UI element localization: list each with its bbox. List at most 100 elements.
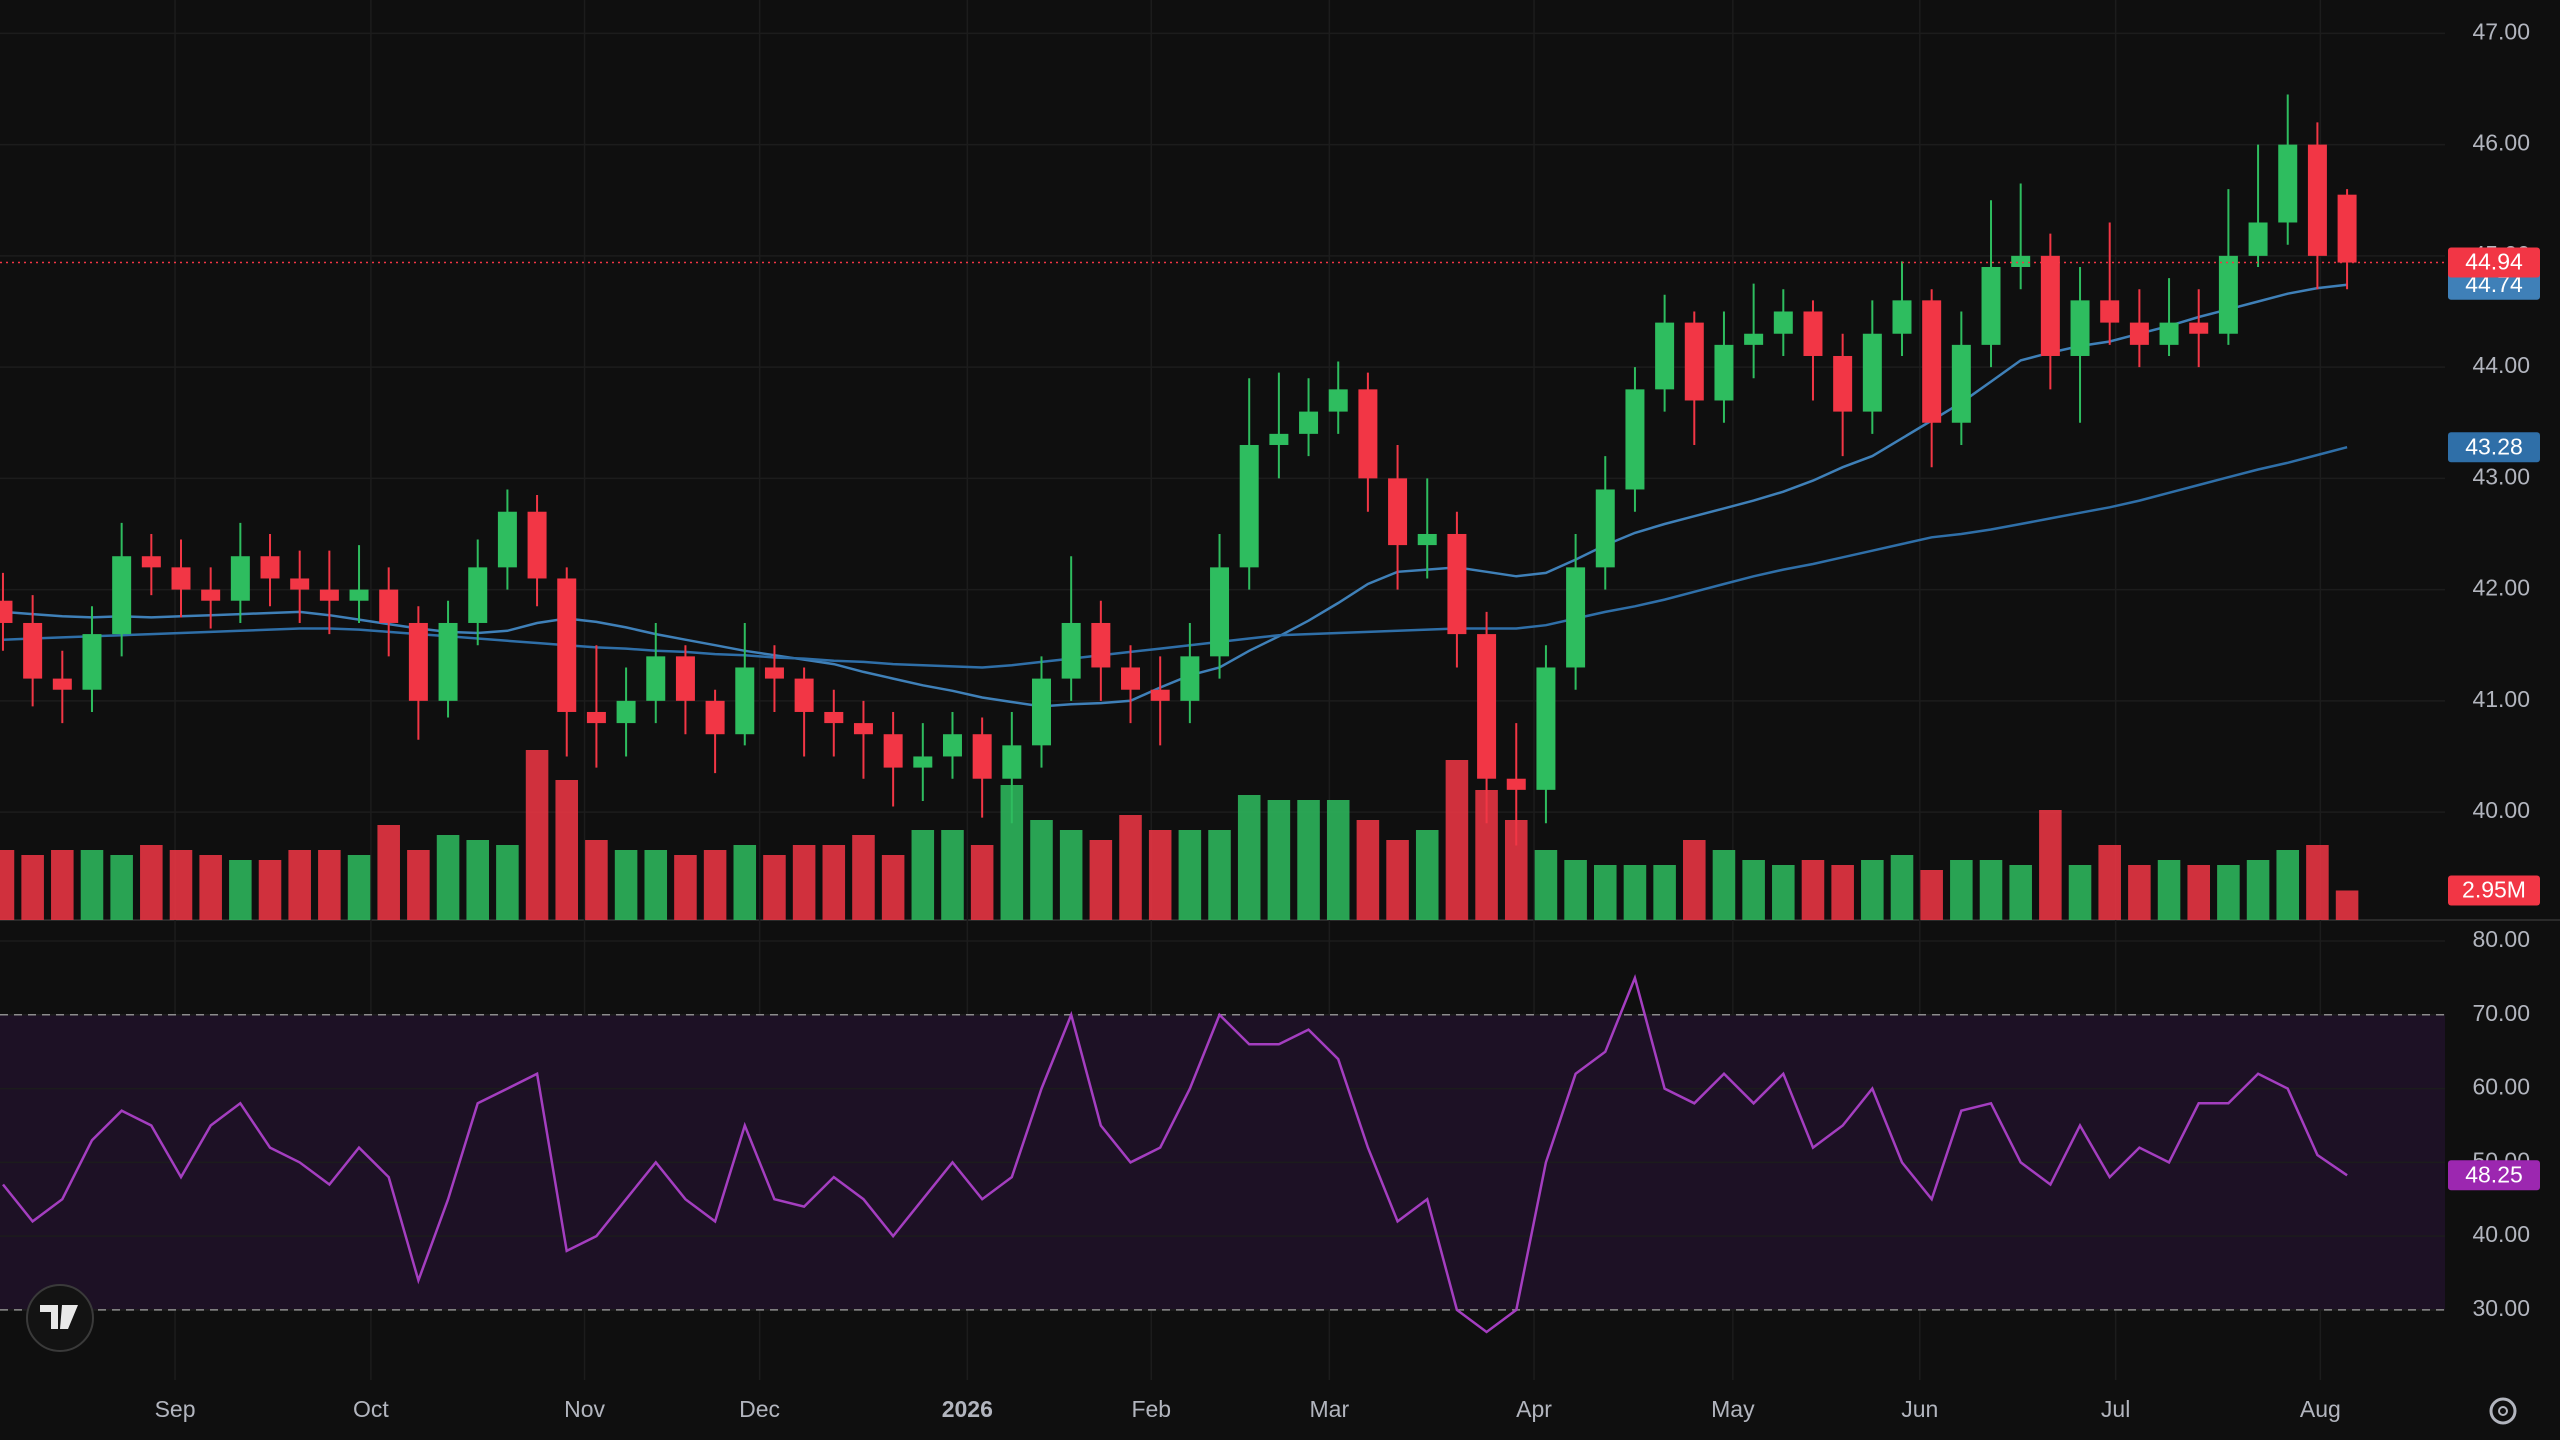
volume-bar [703, 850, 727, 920]
volume-bar [1237, 795, 1261, 920]
candle-body [82, 634, 102, 690]
volume-bar [2306, 845, 2329, 920]
candle-body [824, 711, 844, 724]
volume-bar [1920, 870, 1943, 920]
candle-body [52, 678, 72, 690]
x-tick-label: Apr [1516, 1396, 1552, 1422]
volume-bar [1772, 865, 1795, 920]
candle-body [2129, 322, 2149, 345]
candle-body [2159, 322, 2179, 345]
candle-body [1833, 355, 1853, 412]
volume-bar [229, 860, 252, 920]
volume-bar [1000, 785, 1024, 920]
y-tick-label: 46.00 [2472, 130, 2530, 156]
volume-bar [1386, 840, 1409, 920]
volume-bar [1890, 855, 1914, 920]
candle-body [1595, 489, 1615, 568]
y-tick-label: 40.00 [2472, 1221, 2530, 1247]
candle-body [1447, 533, 1467, 635]
volume-bar [407, 850, 430, 920]
y-tick-label: 47.00 [2472, 18, 2530, 44]
volume-bar [2187, 865, 2210, 920]
last-price-tag-bg [2448, 247, 2540, 278]
y-tick-label: 30.00 [2472, 1295, 2530, 1321]
candle-body [1981, 266, 2001, 345]
candle-body [171, 567, 191, 590]
volume-bar [1712, 850, 1736, 920]
volume-bar [1208, 830, 1231, 920]
last-price-tag: 44.94 [2465, 249, 2523, 275]
candle-body [1744, 333, 1764, 345]
settings-icon[interactable] [2489, 1397, 2517, 1425]
volume-bar [2157, 860, 2181, 920]
candle-body [290, 578, 310, 590]
ma-value-tag: 43.28 [2465, 433, 2523, 459]
volume-bar [1059, 830, 1083, 920]
candle-body [1803, 311, 1823, 356]
volume-bar [614, 850, 638, 920]
volume-bar [644, 850, 668, 920]
volume-bar [2009, 865, 2032, 920]
candle-body [2248, 222, 2268, 256]
candle-body [2307, 144, 2327, 256]
candle-body [2218, 255, 2238, 334]
candle-body [1684, 322, 1704, 401]
candle-body [1121, 667, 1141, 690]
volume-bar [585, 840, 608, 920]
candle-body [2337, 194, 2357, 263]
volume-bar [1623, 865, 1647, 920]
candle-body [1773, 311, 1793, 334]
candle-body [2278, 144, 2298, 223]
volume-bar [1356, 820, 1380, 920]
volume-bar [2217, 865, 2240, 920]
candle-body [646, 656, 666, 701]
candle-body [438, 622, 458, 701]
volume-tag-bg [2448, 875, 2540, 906]
volume-bar [525, 750, 549, 920]
candle-body [1002, 745, 1022, 779]
candle-body [853, 723, 873, 735]
volume-bar [792, 845, 816, 920]
volume-bar [1801, 860, 1825, 920]
candle-body [1328, 389, 1348, 412]
volume-bar [51, 850, 74, 920]
volume-bar [2246, 860, 2270, 920]
candle-body [1892, 300, 1912, 334]
volume-bar [822, 845, 846, 920]
candle-body [527, 511, 547, 579]
volume-bar [1089, 840, 1113, 920]
candle-body [1269, 433, 1289, 445]
volume-bar [2068, 865, 2092, 920]
candle-body [230, 556, 250, 601]
volume-bar [496, 845, 519, 920]
x-tick-label: Nov [564, 1396, 605, 1422]
candle-body [468, 567, 488, 623]
candle-body [1862, 333, 1882, 412]
candle-body [1506, 778, 1526, 790]
volume-bar [1415, 830, 1439, 920]
volume-bar [258, 860, 282, 920]
volume-bar [1178, 830, 1202, 920]
candle-body [319, 589, 339, 601]
y-tick-label: 44.00 [2472, 352, 2530, 378]
volume-bar [1653, 865, 1676, 920]
candle-body [883, 734, 903, 768]
candle-body [557, 578, 577, 712]
x-tick-label: Feb [1131, 1396, 1171, 1422]
settings-button[interactable] [2489, 1397, 2517, 1425]
rsi-value-tag-bg [2448, 1160, 2540, 1191]
logo[interactable] [26, 1284, 94, 1352]
volume-bar [466, 840, 489, 920]
x-tick-label: Jul [2101, 1396, 2130, 1422]
candle-body [379, 589, 399, 623]
candle-body [408, 622, 428, 701]
candle-body [586, 711, 606, 724]
x-tick-label: Jun [1901, 1396, 1938, 1422]
y-tick-label: 41.00 [2472, 686, 2530, 712]
ma-value-tag-bg [2448, 432, 2540, 463]
logo-circle[interactable] [26, 1284, 94, 1352]
volume-bar [911, 830, 935, 920]
volume-bar [1861, 860, 1884, 920]
